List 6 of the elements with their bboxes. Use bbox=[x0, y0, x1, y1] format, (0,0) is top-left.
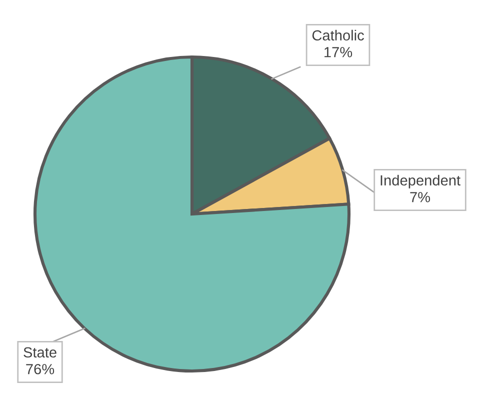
slice-label: Catholic bbox=[312, 30, 364, 41]
slice-label: Independent bbox=[380, 174, 460, 188]
slice-label: State bbox=[24, 347, 56, 358]
data-label: 17% bbox=[324, 47, 352, 58]
data-label: 7% bbox=[410, 192, 430, 202]
data-label: 76% bbox=[26, 364, 54, 374]
